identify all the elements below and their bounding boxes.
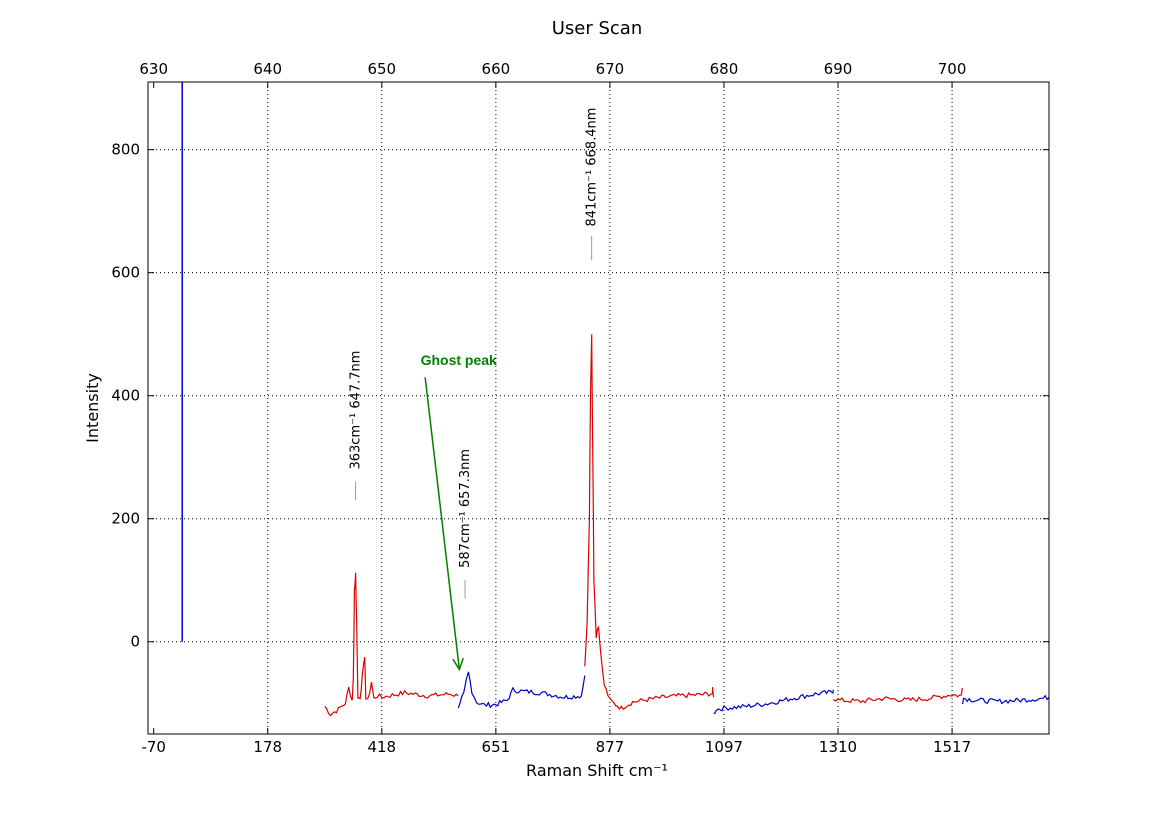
bottom-x-tick-label: 178 [253, 738, 282, 756]
top-x-tick-label: 670 [596, 60, 625, 78]
top-x-tick-label: 630 [139, 60, 168, 78]
spectrum-segment-4 [713, 689, 834, 715]
y-tick-label: 800 [111, 141, 140, 159]
plot-frame [147, 81, 1050, 735]
top-x-tick-label: 660 [482, 60, 511, 78]
top-x-tick-label: 650 [367, 60, 396, 78]
top-x-tick-label: 690 [824, 60, 853, 78]
peak-label: 841cm⁻¹ 668.4nm [585, 108, 600, 227]
y-tick-label: 600 [111, 264, 140, 282]
peak-label: 587cm⁻¹ 657.3nm [458, 449, 473, 568]
y-tick-label: 400 [111, 387, 140, 405]
grid [148, 82, 1049, 734]
spectrum-segment-1 [324, 572, 459, 717]
y-axis-label: Intensity [83, 373, 102, 443]
bottom-x-tick-label: 1517 [933, 738, 971, 756]
spectrum-segment-5 [833, 687, 963, 704]
y-tick-label: 0 [130, 633, 140, 651]
top-x-tick-label: 680 [710, 60, 739, 78]
ghost-peak-label: Ghost peak [421, 352, 497, 368]
bottom-x-tick-label: 1310 [819, 738, 857, 756]
bottom-x-tick-label: 418 [367, 738, 396, 756]
spectrum-segment-6 [961, 694, 1050, 705]
y-tick-label: 200 [111, 510, 140, 528]
plot-data [181, 82, 1050, 717]
peak-label: 363cm⁻¹ 647.7nm [349, 351, 364, 470]
annotations: 363cm⁻¹ 647.7nm 587cm⁻¹ 657.3nm 841cm⁻¹ 66… [349, 108, 600, 672]
x-axis-label: Raman Shift cm⁻¹ [526, 761, 668, 780]
bottom-x-tick-label: -70 [141, 738, 166, 756]
bottom-x-tick-label: 651 [482, 738, 511, 756]
bottom-x-tick-label: 877 [596, 738, 625, 756]
axis-ticks: 0 200 400 600 800 630 -70 640 178 650 418 660 651 670… [111, 60, 1049, 756]
ghost-peak-arrowhead [452, 657, 464, 672]
top-x-tick-label: 640 [253, 60, 282, 78]
spectrum-segment-3 [584, 334, 715, 711]
bottom-x-tick-label: 1097 [705, 738, 743, 756]
spectrum-segment-2 [457, 671, 586, 709]
chart-title: User Scan [552, 18, 643, 39]
top-x-tick-label: 700 [938, 60, 967, 78]
ghost-peak-arrow [424, 377, 461, 670]
